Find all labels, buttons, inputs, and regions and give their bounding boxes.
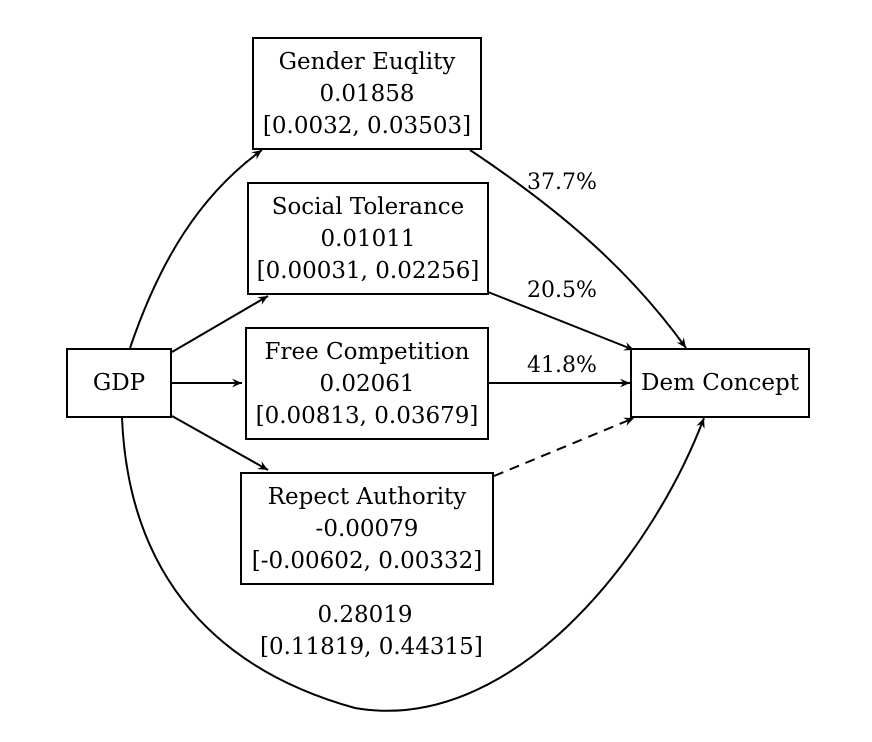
node-free-value: 0.02061 xyxy=(319,370,415,397)
edge-gender-dem xyxy=(469,149,687,349)
node-social-tolerance: Social Tolerance 0.01011 [0.00031, 0.022… xyxy=(247,182,489,295)
edge-gdp-gender xyxy=(129,149,263,349)
direct-effect-value: 0.28019 xyxy=(317,602,413,628)
node-gdp-label: GDP xyxy=(92,370,146,396)
node-respect-authority: Repect Authority -0.00079 [-0.00602, 0.0… xyxy=(240,472,494,585)
node-social-label: Social Tolerance xyxy=(271,193,465,220)
node-free-label: Free Competition xyxy=(264,338,470,365)
node-gender-label: Gender Euqlity xyxy=(278,48,456,75)
node-gender-ci: [0.0032, 0.03503] xyxy=(262,112,472,139)
node-respect-value: -0.00079 xyxy=(315,515,419,542)
node-respect-ci: [-0.00602, 0.00332] xyxy=(251,547,483,574)
node-dem-label: Dem Concept xyxy=(641,370,799,396)
edge-social-dem xyxy=(487,291,635,351)
node-free-competition: Free Competition 0.02061 [0.00813, 0.036… xyxy=(245,327,489,440)
edge-label-free-dem: 41.8% xyxy=(527,353,597,378)
direct-effect-ci: [0.11819, 0.44315] xyxy=(260,634,483,660)
node-respect-label: Repect Authority xyxy=(267,483,467,510)
edge-gdp-respect xyxy=(171,415,269,471)
node-dem-concept: Dem Concept xyxy=(630,348,810,418)
edge-respect-dem xyxy=(493,417,635,477)
node-gender-equality: Gender Euqlity 0.01858 [0.0032, 0.03503] xyxy=(252,37,482,150)
edge-label-gender-dem: 37.7% xyxy=(527,170,597,195)
node-gdp: GDP xyxy=(66,348,172,418)
node-social-value: 0.01011 xyxy=(320,225,416,252)
node-social-ci: [0.00031, 0.02256] xyxy=(256,257,480,284)
edge-gdp-social xyxy=(171,295,269,353)
edge-label-social-dem: 20.5% xyxy=(527,278,597,303)
edge-gdp-dem-direct xyxy=(121,417,705,712)
direct-effect-label: 0.28019 [0.11819, 0.44315] xyxy=(260,599,483,663)
node-gender-value: 0.01858 xyxy=(319,80,415,107)
node-free-ci: [0.00813, 0.03679] xyxy=(255,402,479,429)
